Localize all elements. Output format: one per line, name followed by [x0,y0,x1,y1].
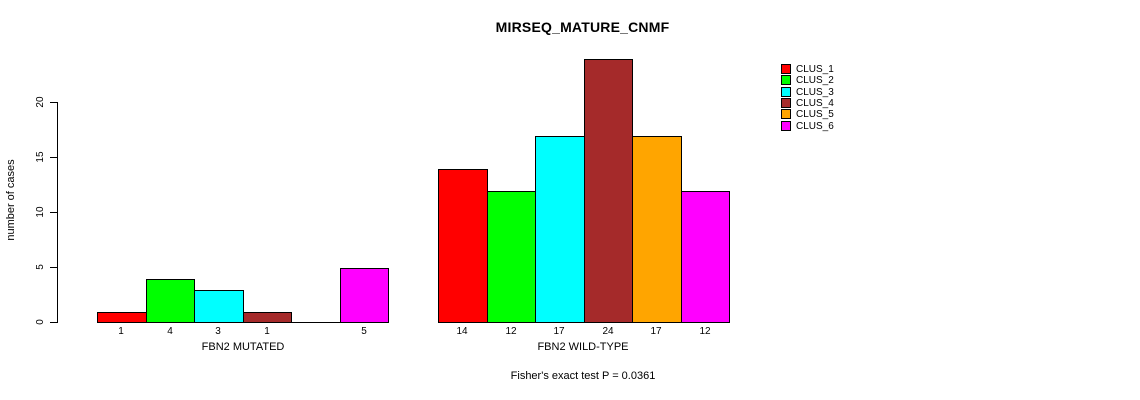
y-axis-tick-label: 20 [35,96,46,108]
legend-swatch-CLUS_4 [781,97,791,108]
chart-title: MIRSEQ_MATURE_CNMF [495,19,670,35]
bar-value-label: 1 [118,326,124,337]
legend-swatch-CLUS_5 [781,109,791,120]
legend-swatch-CLUS_3 [781,86,791,97]
bar-CLUS_5 [291,322,341,323]
y-axis-tick [50,102,57,103]
bar-value-label: 17 [650,326,662,337]
legend-label: CLUS_5 [796,109,834,121]
bar-CLUS_2 [146,279,195,323]
bar-value-label: 24 [602,326,614,337]
bar-CLUS_3 [535,136,585,323]
bar-CLUS_6 [340,268,389,323]
y-axis-tick [50,212,57,213]
y-axis-label: number of cases [5,159,17,241]
legend-label: CLUS_1 [796,64,834,75]
legend-label: CLUS_3 [796,86,834,98]
y-axis-tick [50,157,57,158]
legend-swatch-CLUS_6 [781,120,791,131]
y-axis-tick-label: 5 [35,264,46,270]
legend-swatch-CLUS_1 [781,64,791,74]
y-axis-line [57,102,58,323]
y-axis-tick [50,267,57,268]
bar-CLUS_2 [487,191,536,323]
bar-value-label: 12 [505,326,517,337]
legend-label: CLUS_2 [796,75,834,87]
x-axis-group-label-mutated: FBN2 MUTATED [201,341,285,353]
y-axis-tick-label: 15 [35,151,46,163]
bar-value-label: 12 [699,326,711,337]
bar-value-label: 3 [215,326,221,337]
legend-label: CLUS_4 [796,97,834,109]
bar-CLUS_4 [243,312,292,323]
y-axis-tick-label: 0 [35,319,46,325]
bar-value-label: 5 [361,326,367,337]
y-axis-tick [50,322,57,323]
legend-swatch-CLUS_2 [781,75,791,86]
bar-value-label: 17 [553,326,565,337]
bar-CLUS_6 [681,191,730,323]
legend-label: CLUS_6 [796,120,834,132]
x-axis-group-label-wildtype: FBN2 WILD-TYPE [537,341,629,353]
bar-CLUS_1 [97,312,147,323]
y-axis-tick-label: 10 [35,206,46,218]
bar-CLUS_1 [438,169,488,323]
bar-CLUS_3 [194,290,244,323]
fisher-test-annotation: Fisher's exact test P = 0.0361 [510,370,656,382]
bar-CLUS_4 [584,59,633,323]
bar-value-label: 14 [456,326,468,337]
bar-CLUS_5 [632,136,682,323]
bar-value-label: 4 [167,326,173,337]
bar-value-label: 1 [264,326,270,337]
